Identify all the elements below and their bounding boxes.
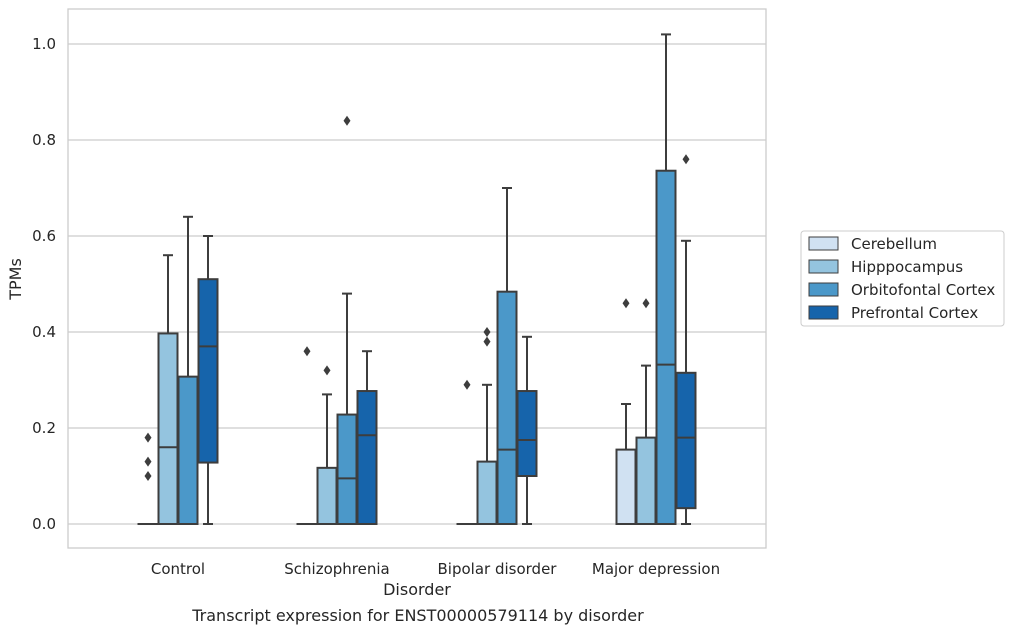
box-iqr bbox=[356, 390, 378, 526]
outlier-point bbox=[303, 346, 311, 357]
y-tick-label: 1.0 bbox=[32, 35, 56, 53]
y-tick-label: 0.2 bbox=[32, 419, 56, 437]
legend-frame bbox=[800, 230, 1005, 327]
box-orbitofontal-cortex bbox=[655, 33, 677, 525]
legend-label: Orbitofontal Cortex bbox=[851, 281, 995, 299]
box-hipppocampus bbox=[476, 327, 498, 526]
y-tick-label: 0.6 bbox=[32, 227, 56, 245]
outlier-point bbox=[144, 432, 152, 443]
box-orbitofontal-cortex bbox=[496, 187, 518, 525]
box-iqr bbox=[316, 466, 338, 525]
x-axis-label: Disorder bbox=[383, 580, 451, 599]
box-hipppocampus bbox=[316, 365, 338, 525]
outlier-point bbox=[144, 471, 152, 481]
plot-area-frame bbox=[67, 8, 767, 549]
outlier-point bbox=[682, 154, 690, 165]
outlier-point bbox=[323, 365, 331, 376]
legend-swatch bbox=[808, 259, 839, 274]
y-tick-labels: 0.0 0.2 0.4 0.6 0.8 1.0 bbox=[32, 35, 56, 533]
box-iqr bbox=[516, 390, 538, 478]
box-iqr bbox=[336, 413, 358, 525]
x-tick-labels: Control Schizophrenia Bipolar disorder Majo… bbox=[151, 560, 720, 578]
box-cerebellum bbox=[456, 379, 478, 526]
outlier-point bbox=[463, 379, 471, 390]
box-iqr bbox=[177, 375, 199, 526]
box-iqr bbox=[655, 169, 677, 525]
x-tick-label: Bipolar disorder bbox=[438, 560, 558, 578]
outlier-point bbox=[622, 298, 630, 309]
box-prefrontal-cortex bbox=[356, 350, 378, 526]
y-tick-label: 0.8 bbox=[32, 131, 56, 149]
box-orbitofontal-cortex bbox=[336, 115, 358, 525]
legend-label: Prefrontal Cortex bbox=[851, 304, 978, 322]
x-tick-label: Major depression bbox=[592, 560, 720, 578]
box-iqr bbox=[157, 332, 179, 525]
box-prefrontal-cortex bbox=[516, 335, 538, 525]
outlier-point bbox=[343, 115, 351, 126]
box-iqr bbox=[615, 448, 637, 526]
legend: Cerebellum Hipppocampus Orbitofontal Corte… bbox=[800, 230, 1005, 327]
box-orbitofontal-cortex bbox=[177, 215, 199, 526]
outlier-point bbox=[642, 298, 650, 309]
box-iqr bbox=[635, 436, 657, 526]
y-tick-label: 0.4 bbox=[32, 323, 56, 341]
box-cerebellum bbox=[615, 298, 637, 526]
outlier-point bbox=[144, 456, 152, 467]
box-hipppocampus bbox=[157, 254, 179, 525]
x-tick-label: Schizophrenia bbox=[284, 560, 389, 578]
box-iqr bbox=[496, 290, 518, 525]
legend-label: Cerebellum bbox=[851, 235, 937, 253]
box-iqr bbox=[476, 460, 498, 526]
boxes-layer bbox=[137, 33, 697, 526]
outlier-point bbox=[483, 336, 491, 347]
outlier-point bbox=[483, 327, 491, 337]
box-prefrontal-cortex bbox=[675, 154, 697, 525]
box-cerebellum bbox=[137, 432, 159, 526]
legend-label: Hipppocampus bbox=[851, 258, 963, 276]
legend-swatch bbox=[808, 236, 839, 251]
legend-swatch bbox=[808, 282, 839, 297]
box-cerebellum bbox=[296, 346, 318, 526]
y-tick-label: 0.0 bbox=[32, 515, 56, 533]
y-axis-label: TPMs bbox=[6, 258, 25, 301]
x-tick-label: Control bbox=[151, 560, 205, 578]
figure-caption: Transcript expression for ENST0000057911… bbox=[192, 606, 644, 625]
box-iqr bbox=[675, 371, 697, 510]
box-prefrontal-cortex bbox=[197, 235, 219, 525]
box-hipppocampus bbox=[635, 298, 657, 526]
box-iqr bbox=[197, 278, 219, 464]
legend-swatch bbox=[808, 305, 839, 320]
